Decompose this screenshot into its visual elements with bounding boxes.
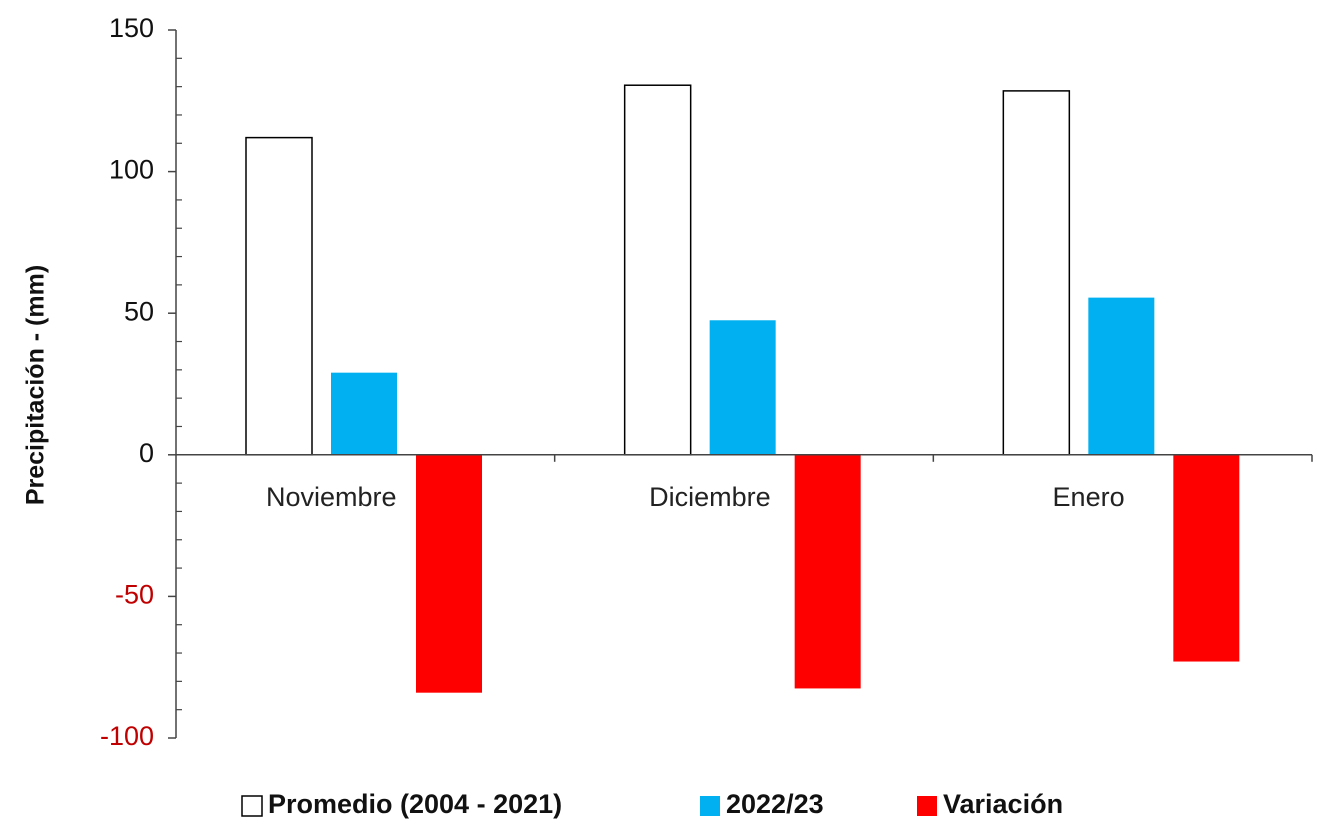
legend: Promedio (2004 - 2021) 2022/23 Variación [241,789,1063,819]
bar-average-enero [1002,90,1071,456]
legend-swatch-average [241,795,263,817]
bar-variation-enero [1173,454,1240,662]
y-tick-label: -100 [100,721,154,751]
legend-swatch-variation [917,796,937,816]
axes-layer [168,29,1313,739]
x-category-label: Diciembre [649,482,771,512]
legend-label-current: 2022/23 [726,789,824,819]
x-category-label: Enero [1053,482,1125,512]
bar-average-noviembre [245,136,313,456]
y-axis-label: Precipitación - (mm) [22,265,50,505]
bar-current-noviembre [331,372,397,455]
bars-layer [245,84,1240,693]
bar-average-diciembre [623,84,692,456]
y-tick-label: 100 [109,155,154,185]
legend-label-average: Promedio (2004 - 2021) [268,789,562,819]
labels-layer: -100 -50 0 50 100 150 Noviembre Diciembre Enero [100,13,1125,751]
bar-current-enero [1088,297,1155,455]
y-tick-label: -50 [115,580,154,610]
legend-label-variation: Variación [943,789,1063,819]
y-tick-label: 50 [124,296,154,326]
y-tick-label: 150 [109,13,154,43]
legend-swatch-current [700,796,720,816]
bar-variation-noviembre [416,454,482,693]
y-tick-label: 0 [139,438,154,468]
x-category-label: Noviembre [266,482,397,512]
bar-current-diciembre [709,320,776,455]
bar-variation-diciembre [794,454,861,689]
